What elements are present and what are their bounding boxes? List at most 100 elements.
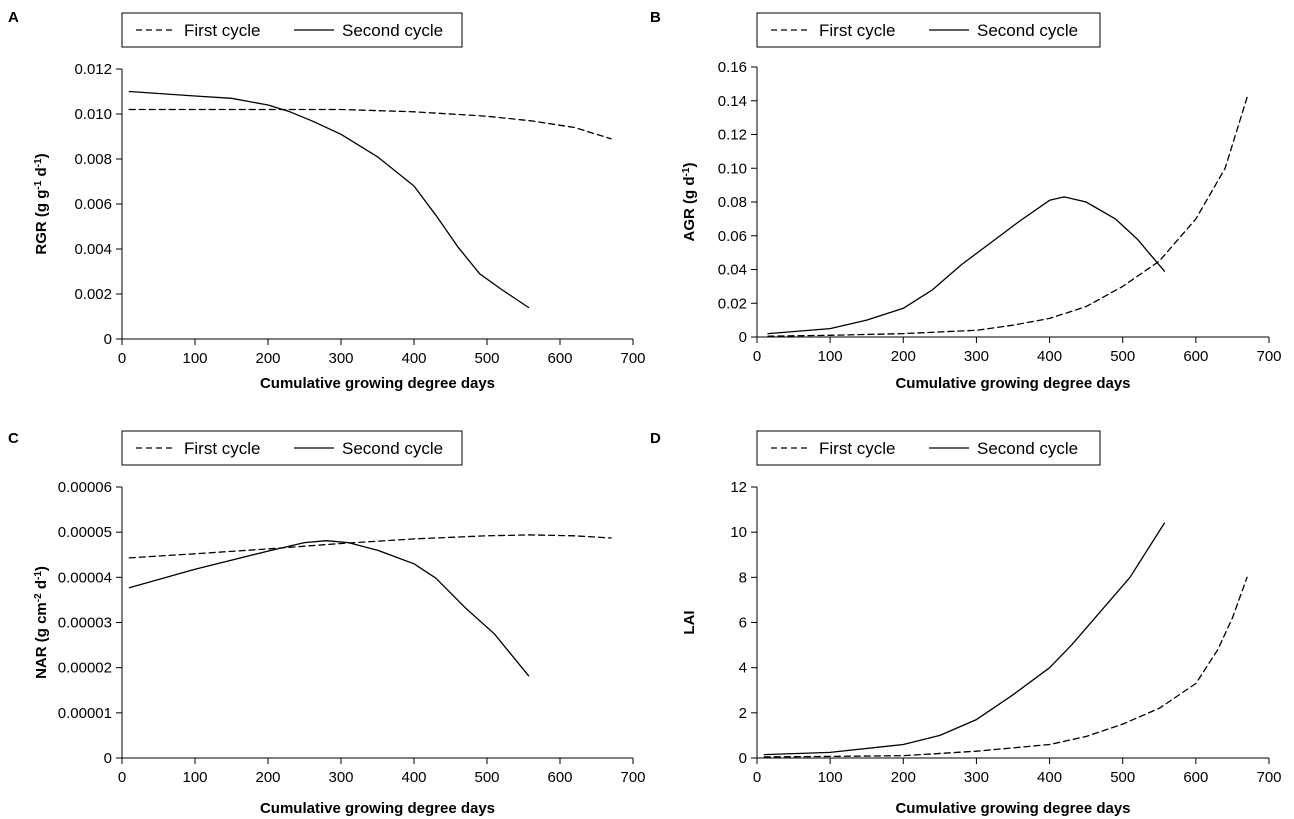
panel-d-y-axis-label: LAI xyxy=(681,610,698,634)
panel-c-x-tick-label: 400 xyxy=(401,769,426,786)
panel-a-x-axis-label: Cumulative growing degree days xyxy=(260,375,495,392)
panel-a-y-tick-label: 0.010 xyxy=(74,106,112,123)
panel-d-legend-box xyxy=(756,430,1101,466)
panel-d-y-tick-label: 6 xyxy=(739,615,747,632)
panel-b-y-tick-label: 0.06 xyxy=(718,228,747,245)
panel-a-series-first-cycle xyxy=(128,108,612,140)
panel-a-x-tick-label: 500 xyxy=(474,350,499,367)
panel-b-y-tick-label: 0.14 xyxy=(718,93,747,110)
panel-b-y-tick-label: 0.16 xyxy=(718,59,747,76)
panel-b-series-first-cycle xyxy=(767,96,1248,337)
panel-c-x-tick-label: 300 xyxy=(328,769,353,786)
panel-a-y-tick-label: 0.008 xyxy=(74,151,112,168)
panel-a-x-tick-label: 100 xyxy=(182,350,207,367)
panel-b-y-tick-label: 0.02 xyxy=(718,295,747,312)
panel-a-series-second-cycle xyxy=(128,90,530,309)
panel-d-x-tick-label: 400 xyxy=(1037,769,1062,786)
panel-a-legend-label-first-cycle: First cycle xyxy=(184,21,261,40)
panel-d-series-second-cycle xyxy=(763,522,1166,756)
panel-d-legend-label-second-cycle: Second cycle xyxy=(977,439,1078,458)
panel-a-x-tick-label: 300 xyxy=(328,350,353,367)
panel-a-letter: A xyxy=(8,9,19,26)
panel-b-letter: B xyxy=(650,9,661,26)
panel-d-x-axis-label: Cumulative growing degree days xyxy=(895,800,1130,817)
panel-c-x-tick-label: 700 xyxy=(620,769,645,786)
panel-d: D 0 2 4 6 8 10 12 0 100 200 300 400 500 600 700 Cumulati… xyxy=(650,430,1282,817)
panel-d-y-tick-label: 2 xyxy=(739,705,747,722)
panel-c-y-tick-label: 0.00004 xyxy=(58,569,112,586)
panel-b-x-tick-label: 0 xyxy=(753,348,761,365)
panel-c-x-tick-label: 0 xyxy=(118,769,126,786)
panel-a-legend-box xyxy=(121,12,463,48)
panel-a-y-tick-label: 0 xyxy=(104,331,112,348)
panel-a-x-tick-label: 400 xyxy=(401,350,426,367)
panel-b-legend-label-second-cycle: Second cycle xyxy=(977,21,1078,40)
panel-a-y-tick-label: 0.004 xyxy=(74,241,112,258)
panel-d-x-tick-label: 300 xyxy=(964,769,989,786)
panel-b-x-tick-label: 700 xyxy=(1256,348,1281,365)
panel-d-x-tick-label: 600 xyxy=(1183,769,1208,786)
panel-c-y-axis-label: NAR (g cm-2 d-1) xyxy=(33,566,51,679)
panel-d-x-tick-label: 200 xyxy=(891,769,916,786)
panel-b-y-tick-label: 0.10 xyxy=(718,160,747,177)
panel-b-y-tick-label: 0.08 xyxy=(718,194,747,211)
panel-a-y-axis-label: RGR (g g-1 d-1) xyxy=(33,153,51,254)
panel-b-series-second-cycle xyxy=(767,196,1166,335)
panel-a-x-tick-label: 600 xyxy=(547,350,572,367)
panel-c-x-tick-label: 200 xyxy=(255,769,280,786)
panel-a-x-tick-label: 700 xyxy=(620,350,645,367)
panel-c-y-tick-label: 0.00006 xyxy=(58,479,112,496)
panel-b-y-axis-label: AGR (g d-1) xyxy=(681,163,699,242)
panel-b-y-tick-label: 0.04 xyxy=(718,262,747,279)
panel-a-y-tick-label: 0.006 xyxy=(74,196,112,213)
panel-d-y-tick-label: 4 xyxy=(739,660,747,677)
panel-b-x-tick-label: 600 xyxy=(1183,348,1208,365)
panel-d-letter: D xyxy=(650,430,661,447)
panel-b-x-tick-label: 400 xyxy=(1037,348,1062,365)
panel-d-x-tick-label: 500 xyxy=(1110,769,1135,786)
panel-c-y-tick-label: 0.00003 xyxy=(58,615,112,632)
panel-c-legend: First cycle Second cycle xyxy=(121,430,463,466)
panel-b-x-tick-label: 300 xyxy=(964,348,989,365)
panel-c-y-tick-label: 0.00005 xyxy=(58,524,112,541)
panel-a: A 0 0.002 0.004 0.006 0.008 0.010 0.012 0 100 200 3… xyxy=(8,9,646,392)
panel-c-legend-label-first-cycle: First cycle xyxy=(184,439,261,458)
panel-b-legend-box xyxy=(756,12,1101,48)
panel-b-legend: First cycle Second cycle xyxy=(756,12,1101,48)
panel-c-legend-box xyxy=(121,430,463,466)
panel-c-x-tick-label: 600 xyxy=(547,769,572,786)
panel-c-series-first-cycle xyxy=(128,534,612,559)
panel-d-legend-label-first-cycle: First cycle xyxy=(819,439,896,458)
panel-d-legend: First cycle Second cycle xyxy=(756,430,1101,466)
panel-a-y-tick-label: 0.002 xyxy=(74,286,112,303)
panel-b-legend-label-first-cycle: First cycle xyxy=(819,21,896,40)
panel-d-y-tick-label: 8 xyxy=(739,569,747,586)
panel-c-x-axis-label: Cumulative growing degree days xyxy=(260,800,495,817)
panel-c-y-tick-label: 0 xyxy=(104,750,112,767)
panel-b-y-tick-label: 0.12 xyxy=(718,127,747,144)
panel-b-x-tick-label: 100 xyxy=(818,348,843,365)
panel-b: B 0 0.02 0.04 0.06 0.08 0.10 0.12 0.14 0.16 0 100 20… xyxy=(650,9,1282,392)
panel-c-x-tick-label: 500 xyxy=(474,769,499,786)
panel-a-legend-label-second-cycle: Second cycle xyxy=(342,21,443,40)
panel-c-y-tick-label: 0.00002 xyxy=(58,660,112,677)
panel-a-x-tick-label: 0 xyxy=(118,350,126,367)
panel-c-y-tick-label: 0.00001 xyxy=(58,705,112,722)
panel-a-y-tick-label: 0.012 xyxy=(74,61,112,78)
panel-b-y-tick-label: 0 xyxy=(739,329,747,346)
panel-d-x-tick-label: 0 xyxy=(753,769,761,786)
panel-d-y-tick-label: 10 xyxy=(730,524,747,541)
panel-b-x-axis-label: Cumulative growing degree days xyxy=(895,375,1130,392)
panel-d-y-tick-label: 12 xyxy=(730,479,747,496)
panel-c-series-second-cycle xyxy=(128,540,530,677)
panel-a-x-tick-label: 200 xyxy=(255,350,280,367)
panel-d-y-tick-label: 0 xyxy=(739,750,747,767)
panel-d-series-first-cycle xyxy=(763,576,1248,758)
panel-d-x-tick-label: 700 xyxy=(1256,769,1281,786)
panel-c: C 0 0.00001 0.00002 0.00003 0.00004 0.00005 0.0… xyxy=(8,430,646,817)
panel-b-x-tick-label: 500 xyxy=(1110,348,1135,365)
panel-a-legend: First cycle Second cycle xyxy=(121,12,463,48)
panel-b-x-tick-label: 200 xyxy=(891,348,916,365)
panel-c-x-tick-label: 100 xyxy=(182,769,207,786)
